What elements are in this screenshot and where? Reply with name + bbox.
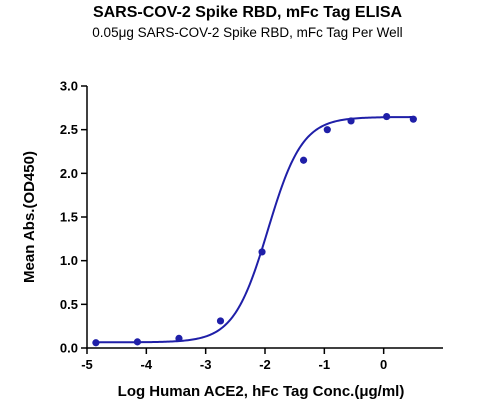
data-points: [92, 112, 417, 347]
data-point: [216, 317, 225, 325]
axis-ticks: 0.0 0.5 1.0 1.5 2.0 2.5 3.0 -5 -4 -3 -2 -1 0: [60, 79, 387, 373]
x-axis-label: Log Human ACE2, hFc Tag Conc.(μg/ml): [118, 383, 405, 400]
data-point: [299, 156, 308, 164]
data-point: [383, 112, 391, 121]
chart-title: SARS-COV-2 Spike RBD, mFc Tag ELISA: [92, 4, 403, 21]
x-tick-label: -4: [141, 357, 153, 372]
y-tick-label: 2.0: [60, 166, 78, 181]
x-tick-label: -3: [200, 357, 212, 372]
x-tick-label: -5: [81, 357, 93, 372]
axes: [86, 86, 443, 349]
data-point: [323, 126, 331, 134]
fit-curve-line: [95, 116, 414, 344]
data-point: [133, 338, 142, 346]
data-point: [92, 339, 100, 347]
y-axis-label: Mean Abs.(OD450): [21, 151, 38, 283]
x-tick-label: -1: [319, 357, 331, 372]
data-point: [347, 117, 355, 125]
y-tick-label: 1.0: [60, 253, 78, 268]
y-tick-label: 0.5: [60, 297, 78, 312]
x-tick-label: 0: [380, 357, 387, 372]
fit-curve-group: [95, 116, 414, 344]
y-tick-label: 2.5: [60, 122, 78, 137]
y-tick-label: 1.5: [60, 210, 78, 225]
data-point: [409, 115, 417, 123]
data-point: [258, 248, 266, 256]
y-tick-label: 3.0: [60, 79, 78, 94]
chart-subtitle: 0.05μg SARS-COV-2 Spike RBD, mFc Tag Per…: [92, 25, 403, 40]
y-tick-label: 0.0: [60, 341, 78, 356]
x-tick-label: -2: [259, 357, 271, 372]
data-point: [175, 334, 183, 342]
